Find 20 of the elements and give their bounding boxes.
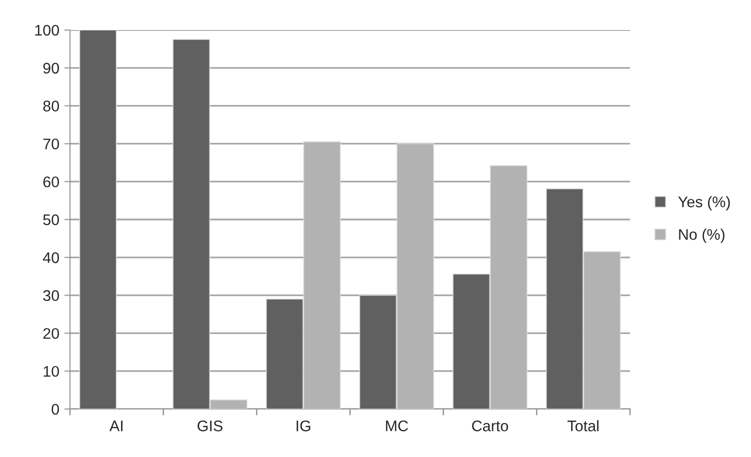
y-tick-label: 10	[44, 366, 59, 377]
bar	[79, 30, 117, 409]
y-tick-label: 60	[43, 176, 59, 188]
y-tick-label: 80	[43, 100, 59, 112]
y-tick-label: 0	[52, 404, 59, 415]
y-tick-label: 20	[43, 328, 59, 339]
x-tick-label: AI	[109, 420, 122, 432]
legend-label: No (%)	[679, 228, 724, 243]
y-tick-label: 30	[43, 290, 59, 301]
x-tick-label: Carto	[472, 420, 508, 432]
x-tick-label: GIS	[198, 420, 222, 432]
y-tick-label: 40	[42, 252, 59, 264]
x-tick-label: Total	[568, 420, 598, 432]
y-tick-label: 50	[43, 214, 59, 226]
legend-label: Yes (%)	[678, 196, 730, 210]
y-tick-label: 70	[43, 138, 59, 150]
y-tick-label: 100	[35, 24, 59, 36]
x-tick-label: MC	[386, 420, 408, 432]
x-tick-label: IG	[296, 420, 310, 432]
y-tick-label: 90	[43, 62, 59, 74]
